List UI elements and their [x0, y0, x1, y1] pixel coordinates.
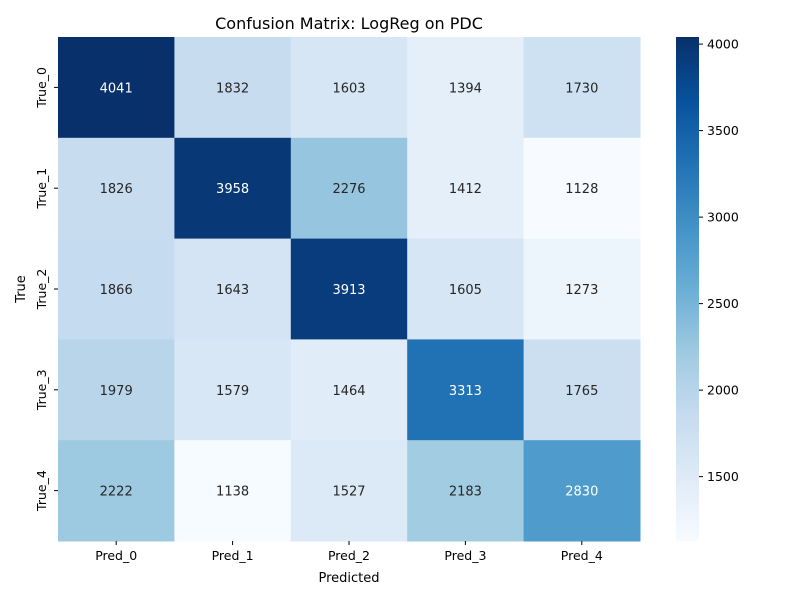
- heatmap-cell: [523, 137, 641, 240]
- heatmap-cell: [58, 440, 175, 542]
- x-tick-label: Pred_0: [95, 548, 137, 563]
- heatmap-cell: [290, 339, 408, 441]
- y-tick-label: True_4: [34, 470, 49, 512]
- heatmap-cell: [58, 238, 175, 340]
- x-tick-label: Pred_2: [328, 548, 370, 563]
- colorbar-tick-label: 3000: [707, 210, 739, 225]
- cell-value-label: 1826: [100, 182, 133, 197]
- heatmap-cell: [58, 137, 175, 240]
- cell-value-label: 2830: [565, 485, 598, 500]
- heatmap-cell: [290, 37, 408, 139]
- cell-value-label: 1138: [216, 485, 249, 500]
- cell-value-label: 1730: [565, 81, 598, 96]
- colorbar-tick-label: 4000: [707, 37, 739, 52]
- heatmap-cell: [523, 440, 641, 542]
- y-axis-ticks: True_0 True_1 True_2 True_3 True_4: [34, 67, 58, 512]
- x-tick-label: Pred_4: [561, 548, 603, 563]
- y-tick-label: True_2: [34, 269, 49, 311]
- heatmap-cell: [407, 440, 525, 542]
- y-tick-label: True_1: [34, 168, 49, 210]
- heatmap-cell: [174, 238, 292, 340]
- y-tick-label: True_0: [34, 67, 49, 109]
- heatmap-cells: 4041 1832 1603 1394 1730 1826 3958 2276 1412 1128…: [58, 37, 641, 542]
- heatmap-cell: [174, 37, 292, 139]
- heatmap-cell: [407, 37, 525, 139]
- heatmap-cell: [58, 339, 175, 441]
- cell-value-label: 1765: [565, 384, 598, 399]
- cell-value-label: 2183: [449, 485, 482, 500]
- heatmap-cell: [174, 339, 292, 441]
- colorbar-tick-label: 1500: [707, 469, 739, 484]
- cell-value-label: 1832: [216, 81, 249, 96]
- x-axis-ticks: Pred_0 Pred_1 Pred_2 Pred_3 Pred_4: [95, 541, 603, 563]
- chart-title: Confusion Matrix: LogReg on PDC: [215, 14, 483, 33]
- x-tick-label: Pred_1: [212, 548, 254, 563]
- y-axis-label: True: [14, 275, 29, 304]
- heatmap-cell: [407, 339, 525, 441]
- heatmap-cell: [523, 238, 641, 340]
- colorbar-ticks: 1500 2000 2500 3000 3500 4000: [699, 37, 739, 484]
- heatmap-cell: [290, 238, 408, 340]
- heatmap-cell: [407, 238, 525, 340]
- cell-value-label: 4041: [100, 81, 133, 96]
- cell-value-label: 1579: [216, 384, 249, 399]
- x-axis-label: Predicted: [318, 571, 379, 586]
- cell-value-label: 1412: [449, 182, 482, 197]
- cell-value-label: 2276: [332, 182, 365, 197]
- colorbar-tick-label: 2000: [707, 383, 739, 398]
- cell-value-label: 3313: [449, 384, 482, 399]
- heatmap-cell: [523, 339, 641, 441]
- cell-value-label: 1527: [332, 485, 365, 500]
- cell-value-label: 3913: [332, 283, 365, 298]
- cell-value-label: 1866: [100, 283, 133, 298]
- cell-value-label: 1464: [332, 384, 365, 399]
- cell-value-label: 1273: [565, 283, 598, 298]
- cell-value-label: 1394: [449, 81, 482, 96]
- colorbar-tick-label: 3500: [707, 123, 739, 138]
- heatmap-cell: [290, 440, 408, 542]
- heatmap-cell: [174, 440, 292, 542]
- cell-value-label: 1979: [100, 384, 133, 399]
- heatmap-cell: [523, 37, 641, 139]
- cell-value-label: 1603: [332, 81, 365, 96]
- colorbar-tick-label: 2500: [707, 296, 739, 311]
- cell-value-label: 1605: [449, 283, 482, 298]
- colorbar: [676, 37, 699, 541]
- cell-value-label: 1128: [565, 182, 598, 197]
- heatmap-cell: [290, 137, 408, 240]
- heatmap-cell: [58, 37, 175, 139]
- y-tick-label: True_3: [34, 369, 49, 411]
- heatmap-cell: [174, 137, 292, 240]
- cell-value-label: 1643: [216, 283, 249, 298]
- cell-value-label: 3958: [216, 182, 249, 197]
- cell-value-label: 2222: [100, 485, 133, 500]
- heatmap-cell: [407, 137, 525, 240]
- x-tick-label: Pred_3: [444, 548, 486, 563]
